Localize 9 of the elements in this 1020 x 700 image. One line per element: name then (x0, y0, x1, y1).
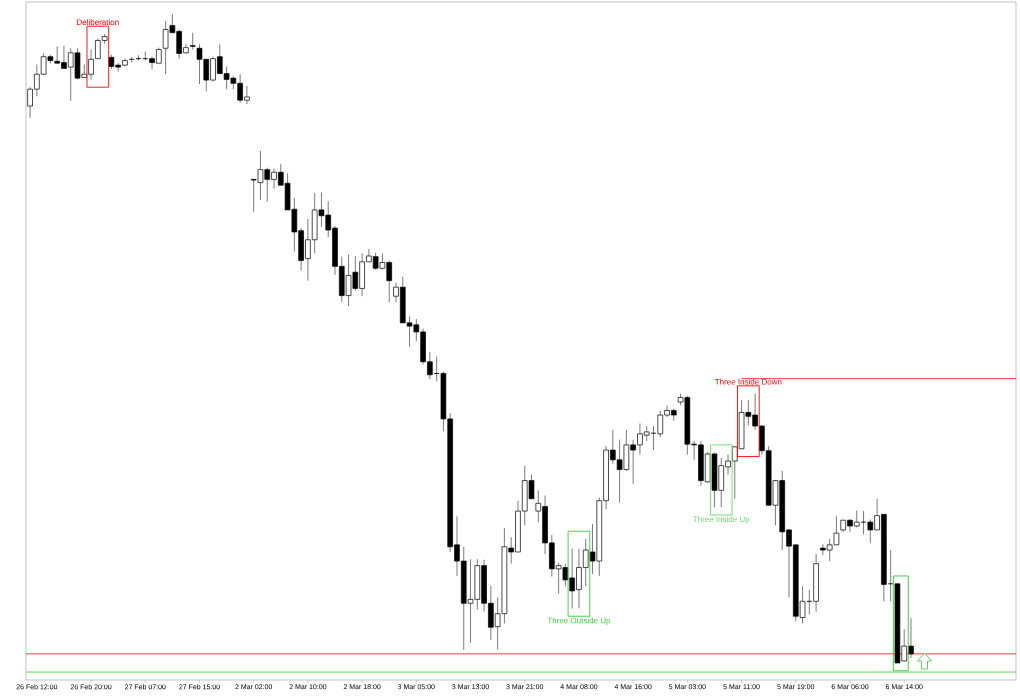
annotation: Three Outside Up (547, 617, 611, 625)
candlestick (128, 56, 135, 63)
annotation: Three Inside Down (714, 378, 782, 385)
candlestick (908, 617, 914, 659)
candlestick (189, 32, 196, 50)
annotation: Three Inside Up (692, 516, 750, 524)
candlestick (135, 55, 142, 61)
annotation: Deliberation (77, 19, 119, 25)
candlestick (88, 49, 94, 80)
